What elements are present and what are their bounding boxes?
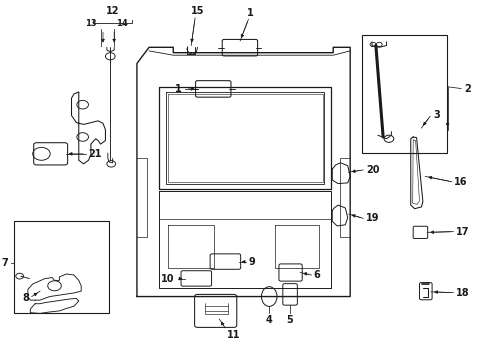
- Text: 12: 12: [106, 6, 119, 16]
- Text: 18: 18: [455, 288, 468, 298]
- Text: 1: 1: [175, 84, 182, 94]
- Text: 19: 19: [366, 213, 379, 223]
- Text: 6: 6: [313, 270, 320, 280]
- Bar: [14, 221, 109, 313]
- Text: 8: 8: [22, 293, 29, 303]
- Text: 4: 4: [265, 315, 272, 325]
- Text: 7: 7: [2, 258, 8, 268]
- Text: 16: 16: [453, 177, 467, 187]
- Text: 15: 15: [190, 6, 204, 16]
- Text: 1: 1: [246, 8, 253, 18]
- Text: 3: 3: [432, 110, 439, 120]
- Text: 20: 20: [366, 165, 379, 175]
- Text: 5: 5: [286, 315, 293, 325]
- Text: 11: 11: [226, 330, 240, 340]
- Text: 14: 14: [116, 19, 127, 28]
- Text: 10: 10: [161, 274, 174, 284]
- Text: 9: 9: [248, 257, 255, 267]
- Text: 13: 13: [85, 19, 97, 28]
- Text: 17: 17: [455, 227, 468, 237]
- Text: 21: 21: [88, 149, 102, 159]
- Bar: [362, 35, 446, 153]
- Text: 2: 2: [463, 84, 470, 94]
